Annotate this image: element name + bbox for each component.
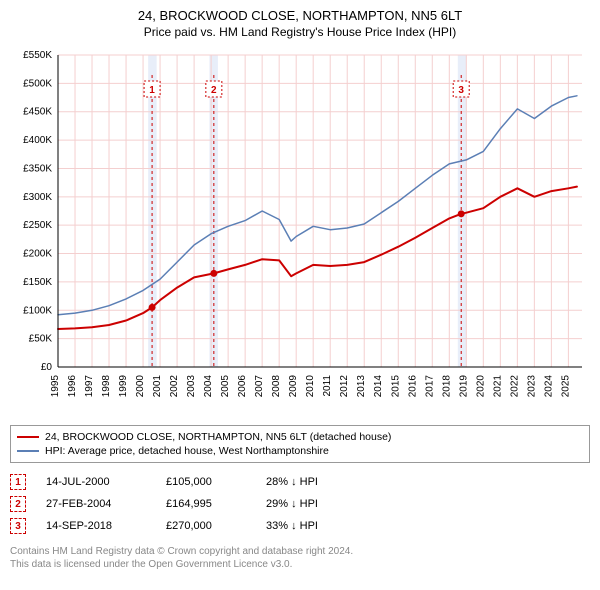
legend-item: 24, BROCKWOOD CLOSE, NORTHAMPTON, NN5 6L… xyxy=(17,430,583,444)
legend: 24, BROCKWOOD CLOSE, NORTHAMPTON, NN5 6L… xyxy=(10,425,590,463)
svg-text:£400K: £400K xyxy=(23,135,52,146)
sale-date: 14-JUL-2000 xyxy=(46,476,146,488)
sale-delta: 28% ↓ HPI xyxy=(266,476,406,488)
sale-price: £270,000 xyxy=(166,520,246,532)
svg-text:2017: 2017 xyxy=(424,375,435,398)
sales-row: 1 14-JUL-2000 £105,000 28% ↓ HPI xyxy=(10,471,590,493)
chart-area: £0 £50K £100K £150K £200K £250K £300K £350K £400… xyxy=(10,47,590,417)
footer-attribution: Contains HM Land Registry data © Crown c… xyxy=(10,545,590,571)
svg-text:2012: 2012 xyxy=(339,375,350,398)
svg-text:£250K: £250K xyxy=(23,220,52,231)
svg-text:1997: 1997 xyxy=(84,375,95,398)
chart-title: 24, BROCKWOOD CLOSE, NORTHAMPTON, NN5 6L… xyxy=(10,8,590,23)
svg-text:2003: 2003 xyxy=(186,375,197,398)
svg-text:2013: 2013 xyxy=(356,375,367,398)
sales-table: 1 14-JUL-2000 £105,000 28% ↓ HPI 2 27-FEB-200… xyxy=(10,471,590,537)
svg-text:2020: 2020 xyxy=(475,375,486,398)
svg-text:2024: 2024 xyxy=(543,375,554,398)
svg-text:1995: 1995 xyxy=(50,375,61,398)
legend-swatch xyxy=(17,450,39,452)
svg-text:2023: 2023 xyxy=(526,375,537,398)
svg-text:2000: 2000 xyxy=(135,375,146,398)
svg-text:£450K: £450K xyxy=(23,107,52,118)
svg-text:2002: 2002 xyxy=(169,375,180,398)
sale-date: 14-SEP-2018 xyxy=(46,520,146,532)
svg-text:£0: £0 xyxy=(41,362,53,373)
svg-text:2006: 2006 xyxy=(237,375,248,398)
footer-line2: This data is licensed under the Open Gov… xyxy=(10,558,590,571)
sale-delta: 33% ↓ HPI xyxy=(266,520,406,532)
svg-text:2007: 2007 xyxy=(254,375,265,398)
sale-price: £105,000 xyxy=(166,476,246,488)
svg-text:£500K: £500K xyxy=(23,78,52,89)
svg-text:£550K: £550K xyxy=(23,50,52,61)
line-chart-svg: £0 £50K £100K £150K £200K £250K £300K £350K £400… xyxy=(10,47,590,417)
svg-text:1996: 1996 xyxy=(67,375,78,398)
svg-text:2022: 2022 xyxy=(509,375,520,398)
svg-text:2025: 2025 xyxy=(560,375,571,398)
svg-text:2015: 2015 xyxy=(390,375,401,398)
svg-text:3: 3 xyxy=(458,85,464,96)
svg-text:1: 1 xyxy=(149,85,155,96)
svg-text:1998: 1998 xyxy=(101,375,112,398)
sales-row: 3 14-SEP-2018 £270,000 33% ↓ HPI xyxy=(10,515,590,537)
sale-marker: 3 xyxy=(10,518,26,534)
svg-text:£350K: £350K xyxy=(23,163,52,174)
svg-text:2008: 2008 xyxy=(271,375,282,398)
svg-text:2021: 2021 xyxy=(492,375,503,398)
svg-text:2005: 2005 xyxy=(220,375,231,398)
legend-swatch xyxy=(17,436,39,438)
svg-text:2016: 2016 xyxy=(407,375,418,398)
sale-price: £164,995 xyxy=(166,498,246,510)
svg-text:2018: 2018 xyxy=(441,375,452,398)
sales-row: 2 27-FEB-2004 £164,995 29% ↓ HPI xyxy=(10,493,590,515)
chart-subtitle: Price paid vs. HM Land Registry's House … xyxy=(10,25,590,39)
footer-line1: Contains HM Land Registry data © Crown c… xyxy=(10,545,590,558)
svg-text:2009: 2009 xyxy=(288,375,299,398)
sale-marker: 1 xyxy=(10,474,26,490)
svg-text:2: 2 xyxy=(211,85,217,96)
svg-text:2014: 2014 xyxy=(373,375,384,398)
svg-text:£50K: £50K xyxy=(29,334,53,345)
svg-text:£150K: £150K xyxy=(23,277,52,288)
svg-text:2011: 2011 xyxy=(322,375,333,397)
legend-item: HPI: Average price, detached house, West… xyxy=(17,444,583,458)
svg-text:£100K: £100K xyxy=(23,305,52,316)
svg-text:2010: 2010 xyxy=(305,375,316,398)
svg-text:£200K: £200K xyxy=(23,249,52,260)
svg-text:2001: 2001 xyxy=(152,375,163,398)
sale-marker: 2 xyxy=(10,496,26,512)
sale-date: 27-FEB-2004 xyxy=(46,498,146,510)
legend-label: 24, BROCKWOOD CLOSE, NORTHAMPTON, NN5 6L… xyxy=(45,431,391,443)
svg-text:£300K: £300K xyxy=(23,192,52,203)
svg-text:2019: 2019 xyxy=(458,375,469,398)
sale-delta: 29% ↓ HPI xyxy=(266,498,406,510)
legend-label: HPI: Average price, detached house, West… xyxy=(45,445,329,457)
svg-text:1999: 1999 xyxy=(118,375,129,398)
svg-text:2004: 2004 xyxy=(203,375,214,398)
